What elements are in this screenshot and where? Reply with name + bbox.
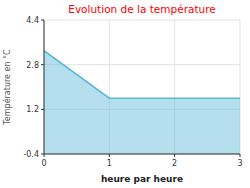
grid-line-y [44, 154, 240, 155]
y-tick-label: 1.2 [26, 105, 39, 114]
axes: 0 1 2 3 -0.4 1.2 2.8 4.4 [23, 16, 242, 168]
grid-line-y [44, 20, 240, 21]
x-tick-label: 1 [107, 159, 112, 168]
y-tick-label: -0.4 [23, 150, 39, 159]
y-tick [41, 109, 44, 110]
x-tick-label: 0 [41, 159, 46, 168]
x-tick [174, 154, 175, 157]
x-axis-line [44, 154, 240, 155]
x-axis-label: heure par heure [101, 174, 183, 184]
y-axis-line [44, 20, 45, 154]
plot-area [44, 51, 240, 154]
x-tick-label: 3 [237, 159, 242, 168]
chart-container: 0 1 2 3 -0.4 1.2 2.8 4.4 heure par heure Températ… [0, 0, 250, 188]
grid-line-y [44, 64, 240, 65]
y-tick [41, 154, 44, 155]
title: Evolution de la température [68, 3, 215, 15]
y-tick-label: 4.4 [26, 16, 39, 25]
grid [44, 20, 240, 154]
area-fill [44, 51, 240, 154]
line [44, 51, 240, 98]
y-axis-label: Température en °C [2, 49, 12, 126]
x-tick [240, 154, 241, 157]
y-tick-label: 2.8 [26, 61, 39, 70]
x-tick [109, 154, 110, 157]
chart: 0 1 2 3 -0.4 1.2 2.8 4.4 heure par heure Températ… [0, 0, 250, 188]
grid-line-x [44, 20, 45, 154]
x-tick-label: 2 [172, 159, 177, 168]
y-tick [41, 64, 44, 65]
y-tick [41, 20, 44, 21]
